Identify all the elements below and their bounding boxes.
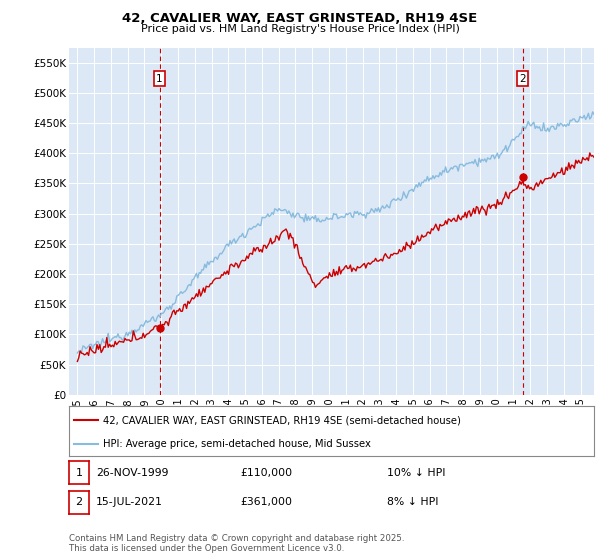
Text: 10% ↓ HPI: 10% ↓ HPI (387, 468, 445, 478)
Text: 2: 2 (519, 74, 526, 84)
Text: 1: 1 (76, 468, 82, 478)
Text: HPI: Average price, semi-detached house, Mid Sussex: HPI: Average price, semi-detached house,… (103, 439, 371, 449)
Text: Price paid vs. HM Land Registry's House Price Index (HPI): Price paid vs. HM Land Registry's House … (140, 24, 460, 34)
Text: 15-JUL-2021: 15-JUL-2021 (96, 497, 163, 507)
Text: 26-NOV-1999: 26-NOV-1999 (96, 468, 169, 478)
Text: 1: 1 (156, 74, 163, 84)
Text: Contains HM Land Registry data © Crown copyright and database right 2025.
This d: Contains HM Land Registry data © Crown c… (69, 534, 404, 553)
Text: 42, CAVALIER WAY, EAST GRINSTEAD, RH19 4SE: 42, CAVALIER WAY, EAST GRINSTEAD, RH19 4… (122, 12, 478, 25)
Text: £110,000: £110,000 (240, 468, 292, 478)
Text: 42, CAVALIER WAY, EAST GRINSTEAD, RH19 4SE (semi-detached house): 42, CAVALIER WAY, EAST GRINSTEAD, RH19 4… (103, 415, 461, 425)
Text: 2: 2 (76, 497, 82, 507)
Text: £361,000: £361,000 (240, 497, 292, 507)
Text: 8% ↓ HPI: 8% ↓ HPI (387, 497, 439, 507)
